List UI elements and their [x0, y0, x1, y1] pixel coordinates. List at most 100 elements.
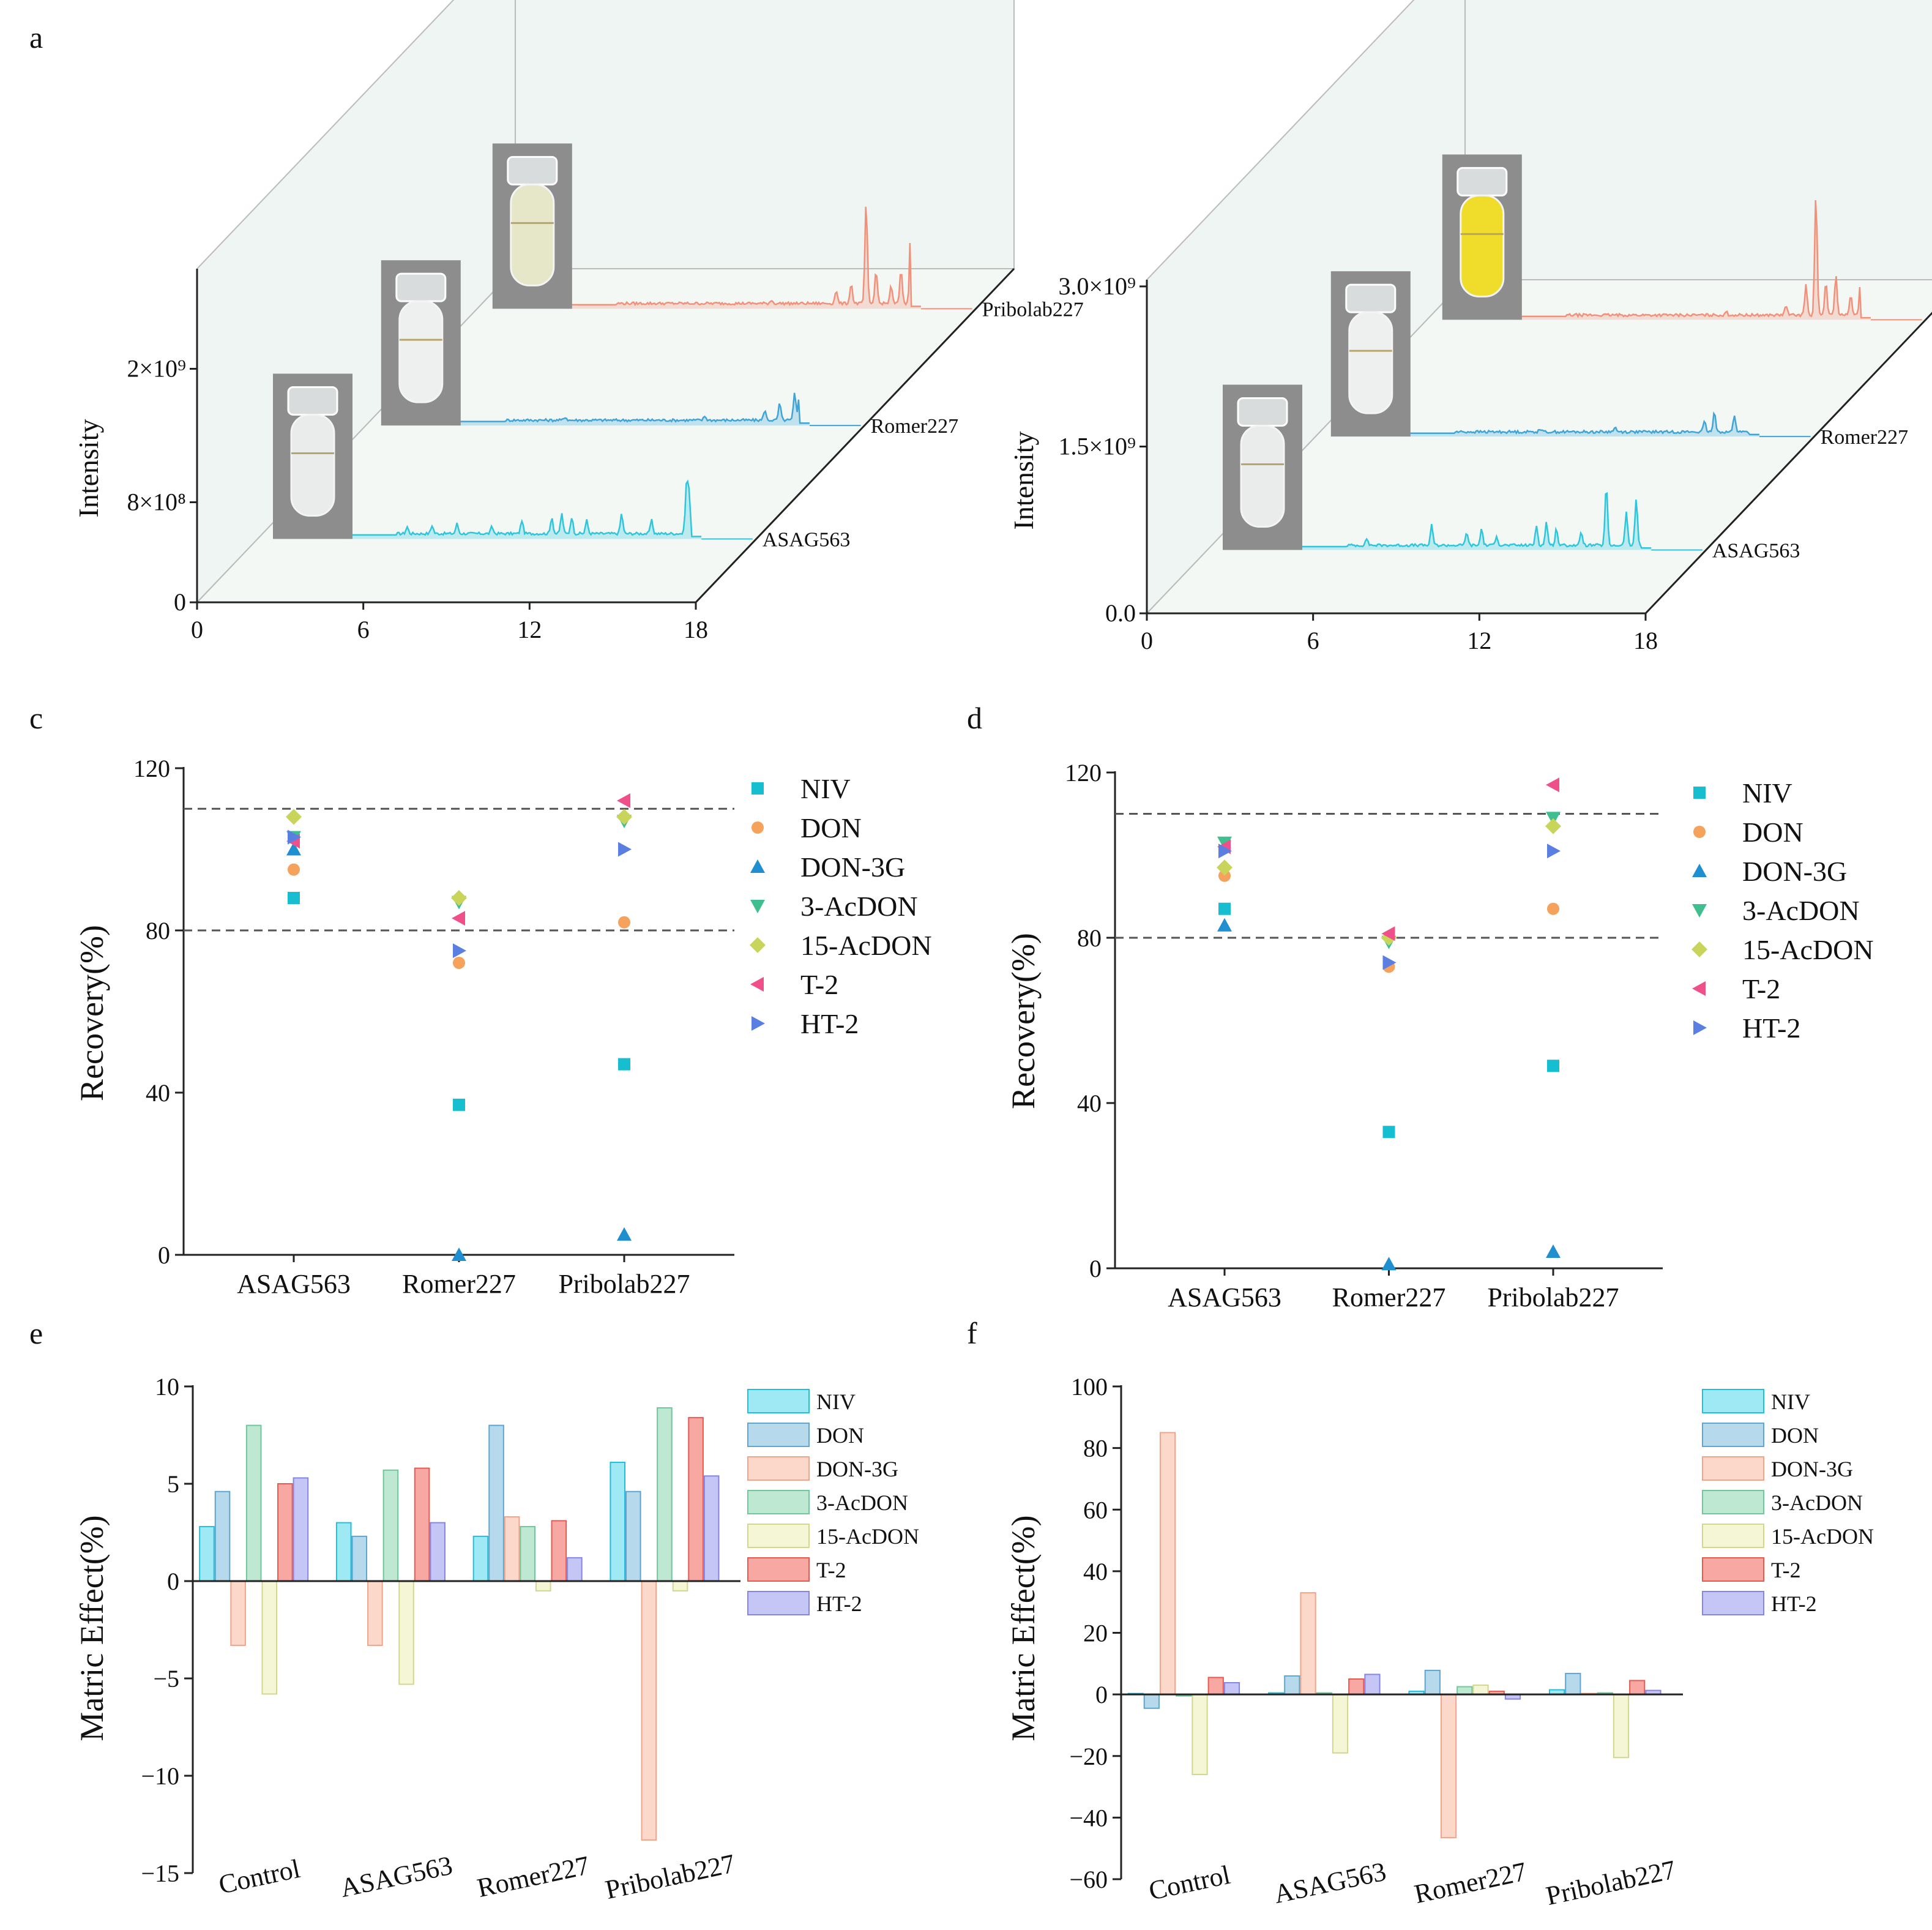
legend-marker-NIV [1693, 787, 1706, 799]
vial-body [1348, 311, 1393, 414]
vial-photo-Pribolab227 [492, 143, 572, 309]
bar-T-2 [1207, 1677, 1224, 1696]
y-tick-label: 10 [155, 1373, 179, 1401]
bar-NIV [335, 1522, 352, 1582]
bar-NIV [610, 1462, 626, 1582]
bar-15-AcDON [1332, 1694, 1349, 1754]
y-tick-label: 1.5×10⁹ [1058, 433, 1136, 460]
bar-DON-3G [641, 1580, 657, 1841]
x-tick-label: 0 [191, 616, 203, 643]
y-tick-label: 120 [133, 755, 170, 782]
legend-marker-DON [752, 821, 764, 834]
trace-line-ASAG563 [1292, 492, 1652, 549]
y-tick-label: 3.0×10⁹ [1058, 272, 1136, 300]
vial-photo-Romer227 [1330, 271, 1411, 437]
point-NIV [288, 892, 300, 904]
bar-DON-3G [230, 1580, 246, 1646]
legend-label-15-AcDON: 15-AcDON [1742, 934, 1874, 965]
y-tick-label: 5 [167, 1470, 179, 1498]
legend-label-15-AcDON: 15-AcDON [800, 930, 932, 961]
y-tick-label: 80 [1083, 1435, 1108, 1462]
bar-15-AcDON [398, 1580, 414, 1685]
bar-NIV [472, 1535, 489, 1582]
legend-swatch-T-2 [747, 1557, 810, 1582]
x-tick-label: 6 [1307, 627, 1319, 654]
y-tick-label: 0.0 [1105, 599, 1136, 627]
y-tick-label: −20 [1069, 1743, 1108, 1770]
legend-label-HT-2: HT-2 [800, 1008, 859, 1039]
y-tick-label: 80 [1077, 924, 1102, 952]
legend-label-3-AcDON: 3-AcDON [1742, 895, 1860, 926]
x-tick-label: Romer227 [474, 1850, 592, 1904]
y-tick-label: −5 [153, 1665, 179, 1692]
bar-DON [1424, 1669, 1441, 1696]
x-tick-label: Pribolab227 [1543, 1854, 1679, 1911]
point-HT-2 [453, 943, 466, 959]
bar-NIV [199, 1525, 215, 1582]
legend-marker-T-2 [1692, 981, 1706, 996]
point-15-AcDON [451, 890, 467, 906]
point-HT-2 [1547, 843, 1561, 859]
legend-label-3-AcDON: 3-AcDON [1771, 1491, 1863, 1515]
legend-label-HT-2: HT-2 [816, 1592, 862, 1616]
legend-label-HT-2: HT-2 [1771, 1592, 1817, 1616]
legend-swatch-3-AcDON [747, 1490, 810, 1514]
legend-label-HT-2: HT-2 [1742, 1012, 1800, 1044]
legend-swatch-HT-2 [1702, 1591, 1764, 1615]
legend-label-T-2: T-2 [1742, 973, 1780, 1004]
x-tick-label: Romer227 [1332, 1282, 1446, 1312]
bar-DON [214, 1491, 231, 1582]
y-tick-label: −15 [141, 1860, 179, 1887]
point-DON-3G [286, 842, 301, 856]
y-tick-label: 8×10⁸ [127, 488, 186, 516]
bar-HT-2 [1223, 1682, 1240, 1696]
y-tick-label: −10 [141, 1762, 179, 1790]
point-HT-2 [1382, 955, 1397, 970]
x-tick-label: Pribolab227 [1487, 1282, 1619, 1312]
y-tick-label: 40 [1083, 1558, 1108, 1585]
y-axis-title: Recovery(%) [1005, 933, 1042, 1109]
x-tick-label: ASAG563 [338, 1850, 455, 1904]
trace-label-ASAG563: ASAG563 [763, 528, 851, 551]
bar-panel-f: −60 −40 −20 0 20 40 60 80 100 Control ASAG563 Romer… [1005, 1373, 1874, 1911]
vial-photo-ASAG563 [1223, 384, 1302, 550]
bar-DON [488, 1424, 504, 1582]
y-tick-label: −60 [1069, 1866, 1108, 1893]
legend-marker-NIV [752, 782, 764, 795]
x-tick-label: Romer227 [402, 1269, 516, 1299]
bar-T-2 [277, 1483, 293, 1582]
back-wall [515, 0, 1015, 269]
bar-DON [625, 1491, 641, 1582]
legend-swatch-DON-3G [1702, 1456, 1764, 1481]
chromatogram-panel-a: 0 6 12 18 0 8×10⁸ 2×10⁹ Intensity Pribolab227 Rom… [73, 0, 1084, 643]
point-DON-3G [452, 1247, 466, 1261]
point-HT-2 [288, 829, 301, 845]
x-tick-label: 18 [684, 616, 708, 643]
point-NIV [618, 1058, 630, 1071]
legend-marker-T-2 [750, 977, 764, 992]
point-T-2 [617, 793, 630, 808]
legend-marker-HT-2 [752, 1016, 765, 1031]
trace-line-Pribolab227 [562, 206, 921, 307]
x-tick-label: Romer227 [1412, 1857, 1529, 1910]
point-15-AcDON [1217, 859, 1233, 876]
bar-DON-3G [1159, 1432, 1176, 1696]
bar-panel-e: −15 −10 −5 0 5 10 Control ASAG563 Romer227 Pribol… [73, 1373, 919, 1905]
scatter-panel-c: 0 40 80 120 ASAG563 Romer227 Pribolab227 Recove… [73, 755, 932, 1299]
bar-DON-3G [1440, 1694, 1457, 1839]
legend-marker-15-AcDON [1691, 941, 1707, 957]
legend-label-DON: DON [800, 812, 862, 843]
vial-cap [395, 272, 447, 302]
x-tick-label: 6 [357, 616, 370, 643]
legend-label-NIV: NIV [816, 1390, 856, 1414]
y-tick-label: 0 [1095, 1681, 1108, 1708]
x-tick-label: 0 [1141, 627, 1153, 654]
legend-label-DON: DON [816, 1423, 864, 1448]
y-tick-label: 2×10⁹ [127, 355, 186, 383]
x-tick-label: ASAG563 [1271, 1857, 1389, 1910]
point-HT-2 [618, 842, 632, 857]
bar-DON [1284, 1675, 1300, 1696]
legend-label-DON: DON [1742, 817, 1803, 848]
panel-letter-c: c [29, 701, 43, 735]
